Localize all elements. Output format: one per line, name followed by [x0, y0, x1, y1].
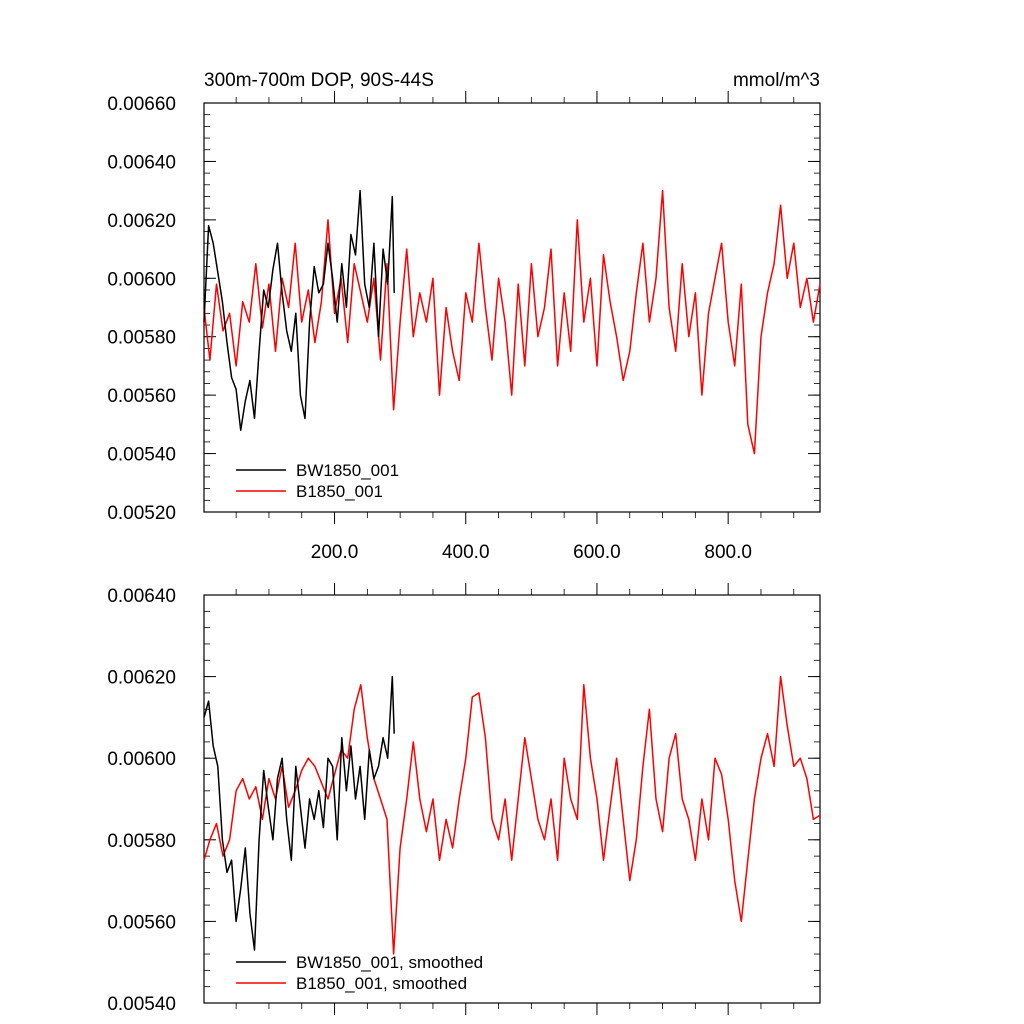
x-tick-label: 200.0 — [311, 542, 359, 563]
y-tick-label: 0.00600 — [107, 269, 176, 290]
axes-frame: 0.00540 0.00560 0.00580 0.00600 0.00620 0.006… — [107, 583, 821, 1015]
series-line-bw1850-001-smoothed — [203, 675, 395, 951]
x-tick-label: 800.0 — [704, 542, 752, 563]
legend-label-bw1850-smoothed: BW1850_001, smoothed — [296, 953, 483, 972]
x-tick-label: 600.0 — [573, 542, 621, 563]
y-tick-label: 0.00580 — [107, 328, 176, 349]
y-tick-label: 0.00660 — [107, 94, 176, 115]
y-tick-label: 0.00580 — [107, 831, 176, 852]
chart-title: 300m-700m DOP, 90S-44S — [204, 70, 434, 91]
series-line-b1850-001 — [203, 189, 821, 455]
legend-label-b1850: B1850_001 — [296, 482, 383, 501]
y-tick-label: 0.00540 — [107, 994, 176, 1015]
y-tick-label: 0.00640 — [107, 152, 176, 173]
y-tick-label: 0.00640 — [107, 586, 176, 607]
axes-frame: 0.00520 0.00540 0.00560 0.00580 0.00600 0.006… — [107, 91, 821, 563]
y-tick-label: 0.00600 — [107, 749, 176, 770]
legend: BW1850_001 B1850_001 — [236, 461, 399, 501]
y-tick-label: 0.00620 — [107, 668, 176, 689]
series-group — [203, 675, 821, 955]
bottom-chart: 0.00540 0.00560 0.00580 0.00600 0.00620 0.006… — [107, 583, 821, 1015]
legend-label-b1850-smoothed: B1850_001, smoothed — [296, 974, 467, 993]
series-group — [203, 189, 821, 455]
x-tick-label: 400.0 — [442, 542, 490, 563]
plot-frame — [203, 594, 821, 1004]
top-chart: 300m-700m DOP, 90S-44S mmol/m^3 0.005200… — [107, 70, 821, 563]
y-tick-label: 0.00620 — [107, 211, 176, 232]
legend-label-bw1850: BW1850_001 — [296, 461, 399, 480]
y-tick-label: 0.00560 — [107, 386, 176, 407]
series-line-b1850-001-smoothed — [203, 675, 821, 955]
legend: BW1850_001, smoothed B1850_001, smoothed — [236, 953, 483, 993]
series-line-bw1850-001 — [203, 189, 395, 431]
units-label: mmol/m^3 — [733, 70, 820, 91]
y-tick-label: 0.00520 — [107, 503, 176, 524]
y-tick-label: 0.00560 — [107, 912, 176, 933]
y-tick-label: 0.00540 — [107, 445, 176, 466]
